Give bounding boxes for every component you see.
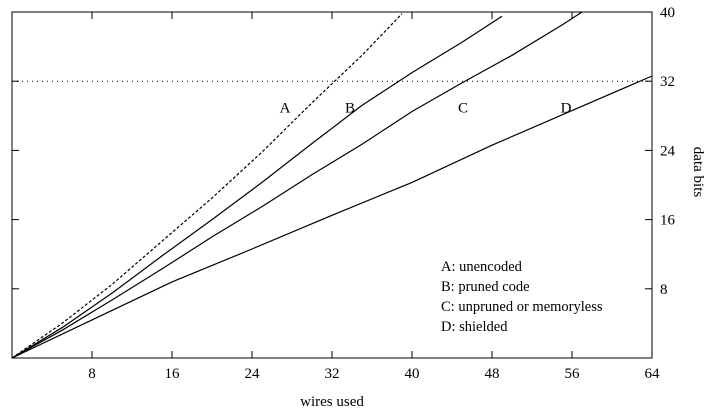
series-line-d [11, 75, 653, 359]
curve-label-c: C [458, 100, 468, 116]
x-axis-label: wires used [300, 394, 364, 410]
legend: A: unencoded B: pruned code C: unpruned or… [441, 259, 603, 335]
y-tick-label: 16 [660, 213, 676, 229]
x-tick-label: 16 [165, 366, 181, 382]
x-tick-label: 64 [645, 366, 661, 382]
x-tick-label: 40 [405, 366, 420, 382]
curve-labels-group: A B C D [280, 100, 572, 116]
x-tick-label: 24 [245, 366, 261, 382]
y-tick-label: 8 [660, 282, 668, 298]
x-tick-label: 56 [565, 366, 581, 382]
legend-entry: B: pruned code [441, 279, 530, 295]
series-group [11, 11, 653, 359]
x-tick-label: 8 [88, 366, 96, 382]
legend-entry: D: shielded [441, 319, 508, 335]
y-axis-label: data bits [690, 147, 706, 198]
series-line-c [11, 11, 583, 359]
curve-label-d: D [561, 100, 572, 116]
y-tick-label: 24 [660, 143, 676, 159]
legend-entry: A: unencoded [441, 259, 523, 275]
tick-marks: 8 16 24 32 40 48 56 64 8 16 24 32 40 [12, 5, 676, 382]
y-tick-label: 40 [660, 5, 675, 21]
y-tick-label: 32 [660, 74, 675, 90]
curve-label-a: A [280, 100, 291, 116]
x-tick-label: 32 [325, 366, 340, 382]
curve-label-b: B [345, 100, 355, 116]
x-tick-label: 48 [485, 366, 500, 382]
series-line-a [11, 13, 403, 359]
series-line-b [11, 15, 503, 359]
legend-entry: C: unpruned or memoryless [441, 299, 603, 315]
